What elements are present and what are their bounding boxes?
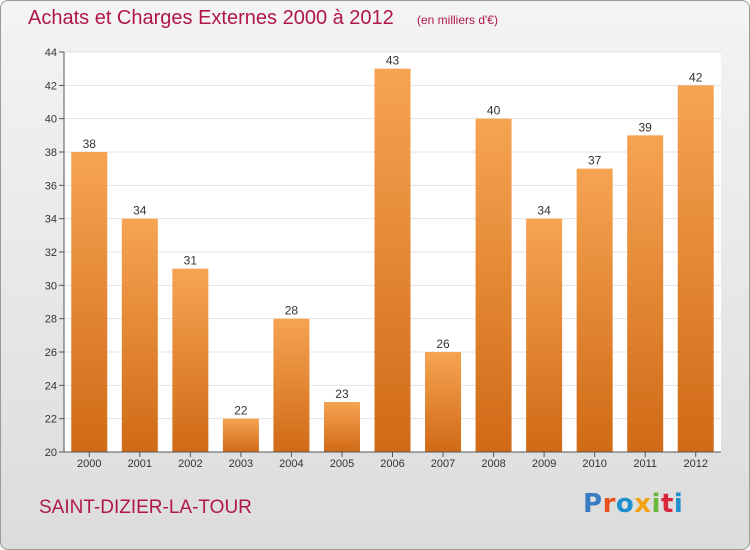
logo-letter: r [602, 489, 616, 519]
data-label-2007: 26 [436, 337, 450, 351]
y-tick-label: 30 [45, 280, 57, 292]
y-tick-label: 36 [45, 180, 57, 192]
data-label-2000: 38 [83, 137, 97, 151]
y-tick-label: 20 [45, 447, 57, 459]
data-label-2005: 23 [335, 387, 349, 401]
x-tick-label-2012: 2012 [683, 458, 707, 470]
data-label-2004: 28 [285, 304, 299, 318]
logo-letter: o [615, 489, 635, 519]
bar-2011 [627, 135, 664, 453]
y-tick-label: 38 [45, 147, 57, 159]
x-tick-label-2007: 2007 [431, 458, 455, 470]
bar-2004 [273, 318, 310, 452]
data-label-2012: 42 [689, 70, 703, 84]
bar-2003 [222, 418, 259, 452]
data-label-2002: 31 [184, 254, 198, 268]
x-tick-label-2000: 2000 [77, 458, 101, 470]
y-axis: 20 22 24 26 28 30 32 34 36 38 40 42 44 [45, 47, 65, 459]
x-tick-label-2008: 2008 [481, 458, 505, 470]
y-tick-label: 32 [45, 247, 57, 259]
bar-2012 [677, 85, 714, 452]
logo-letter: P [583, 489, 603, 519]
y-tick-label: 34 [45, 214, 57, 226]
data-label-2010: 37 [588, 154, 602, 168]
logo-letter: i [673, 489, 684, 519]
x-tick-label-2011: 2011 [633, 458, 657, 470]
proxiti-logo: Proxiti [583, 489, 683, 519]
bar-2005 [323, 402, 360, 452]
logo-letter: x [634, 489, 652, 519]
y-tick-label: 22 [45, 414, 57, 426]
y-tick-label: 44 [45, 47, 57, 59]
x-tick-label-2010: 2010 [582, 458, 606, 470]
bar-2006 [374, 68, 411, 453]
y-tick-label: 40 [45, 114, 57, 126]
x-tick-label-2009: 2009 [532, 458, 556, 470]
y-tick-label: 28 [45, 314, 57, 326]
bar-2000 [71, 152, 108, 452]
x-tick-label-2004: 2004 [279, 458, 303, 470]
chart-title: Achats et Charges Externes 2000 à 2012 [28, 7, 394, 29]
y-tick-label: 26 [45, 347, 57, 359]
bar-2009 [526, 218, 563, 452]
bar-2007 [425, 352, 462, 452]
logo-letter: t [660, 489, 674, 519]
logo-letter: i [651, 489, 661, 519]
x-tick-label-2003: 2003 [229, 458, 253, 470]
bar-2001 [121, 218, 158, 452]
bar-2010 [576, 168, 613, 452]
x-tick-label-2006: 2006 [380, 458, 404, 470]
y-tick-label: 24 [45, 380, 57, 392]
y-tick-label: 42 [45, 80, 57, 92]
data-label-2011: 39 [639, 120, 653, 134]
x-tick-label-2005: 2005 [330, 458, 354, 470]
bar-2008 [475, 118, 512, 453]
chart-unit: (en milliers d'€) [417, 13, 498, 27]
x-tick-label-2002: 2002 [178, 458, 202, 470]
bar-2002 [172, 268, 209, 452]
data-label-2003: 22 [234, 404, 248, 418]
data-label-2009: 34 [537, 204, 551, 218]
commune-name: SAINT-DIZIER-LA-TOUR [39, 497, 252, 518]
x-axis: 2000 2001 2002 2003 2004 2005 2006 2007 2008 2009… [64, 451, 721, 470]
data-label-2001: 34 [133, 204, 147, 218]
data-label-2008: 40 [487, 104, 501, 118]
x-tick-label-2001: 2001 [128, 458, 152, 470]
bars: 38 34 31 22 28 23 43 26 40 34 37 39 42 [71, 54, 714, 453]
data-label-2006: 43 [386, 54, 400, 68]
